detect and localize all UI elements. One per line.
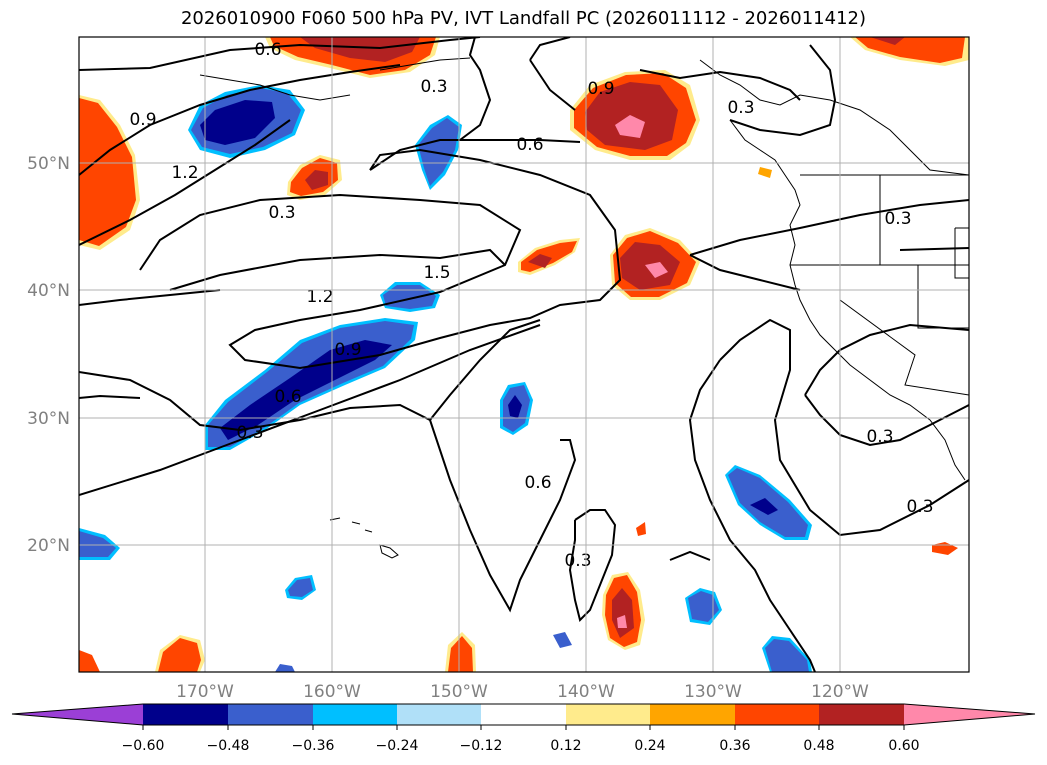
lat-label: 50°N xyxy=(27,154,70,174)
colorbar-tick-label: 0.60 xyxy=(888,738,919,754)
colorbar-segment xyxy=(228,704,313,725)
lon-label: 170°W xyxy=(176,682,234,702)
colorbar-segment xyxy=(313,704,397,725)
colorbar-tick-label: 0.24 xyxy=(634,738,665,754)
colorbar-segment xyxy=(143,704,228,725)
lon-label: 140°W xyxy=(557,682,615,702)
contour-label: 0.6 xyxy=(274,387,301,407)
contour-label: 0.3 xyxy=(420,77,447,97)
colorbar-segment xyxy=(481,704,566,725)
colorbar-segment xyxy=(650,704,735,725)
lat-labels: 50°N 40°N 30°N 20°N xyxy=(27,154,70,556)
colorbar-min-extension xyxy=(12,704,143,725)
colorbar-max-extension xyxy=(904,704,1035,725)
contour-label: 0.9 xyxy=(129,110,156,130)
colorbar-segment xyxy=(397,704,481,725)
lat-label: 40°N xyxy=(27,281,70,301)
colorbar-tick-label: −0.60 xyxy=(122,738,165,754)
contour-label: 0.9 xyxy=(334,340,361,360)
lon-label: 150°W xyxy=(430,682,488,702)
lon-label: 160°W xyxy=(303,682,361,702)
colorbar-tick-label: −0.36 xyxy=(292,738,335,754)
lon-labels: 170°W 160°W 150°W 140°W 130°W 120°W xyxy=(176,682,869,702)
contour-label: 1.2 xyxy=(171,163,198,183)
contour-label: 1.5 xyxy=(423,263,450,283)
lon-label: 130°W xyxy=(684,682,742,702)
colorbar-tick-label: 0.48 xyxy=(803,738,834,754)
contour-label: 0.3 xyxy=(866,427,893,447)
contour-label: 0.6 xyxy=(254,40,281,60)
colorbar-tick-label: −0.24 xyxy=(376,738,419,754)
map-title: 2026010900 F060 500 hPa PV, IVT Landfall… xyxy=(180,8,867,29)
colorbar-segment xyxy=(819,704,904,725)
colorbar-segment xyxy=(566,704,650,725)
contour-labels: 0.6 0.3 0.9 1.2 0.3 0.6 0.9 0.3 1.5 1.2 … xyxy=(129,40,933,571)
contour-label: 0.3 xyxy=(564,551,591,571)
coastlines xyxy=(199,57,969,559)
lat-label: 20°N xyxy=(27,536,70,556)
colorbar-segment xyxy=(735,704,819,725)
plot-frame xyxy=(78,36,970,673)
colorbar-tick-label: −0.48 xyxy=(207,738,250,754)
contour-label: 0.3 xyxy=(268,203,295,223)
pv-contours xyxy=(79,37,969,672)
graticule xyxy=(79,37,969,672)
lon-label: 120°W xyxy=(811,682,869,702)
contour-label: 0.6 xyxy=(524,473,551,493)
contour-label: 0.3 xyxy=(884,209,911,229)
contour-label: 0.3 xyxy=(236,423,263,443)
colorbar-tick-label: 0.12 xyxy=(550,738,581,754)
contour-label: 1.2 xyxy=(306,287,333,307)
contour-label: 0.3 xyxy=(727,98,754,118)
colorbar-tick-label: 0.36 xyxy=(719,738,750,754)
lat-label: 30°N xyxy=(27,409,70,429)
negative-anomalies xyxy=(79,85,812,672)
contour-label: 0.3 xyxy=(906,497,933,517)
colorbar-tick-label: −0.12 xyxy=(460,738,503,754)
contour-label: 0.6 xyxy=(516,135,543,155)
colorbar: −0.60 −0.48 −0.36 −0.24 −0.12 0.12 0.24 … xyxy=(11,703,1036,754)
contour-label: 0.9 xyxy=(587,79,614,99)
positive-anomalies xyxy=(79,37,969,672)
